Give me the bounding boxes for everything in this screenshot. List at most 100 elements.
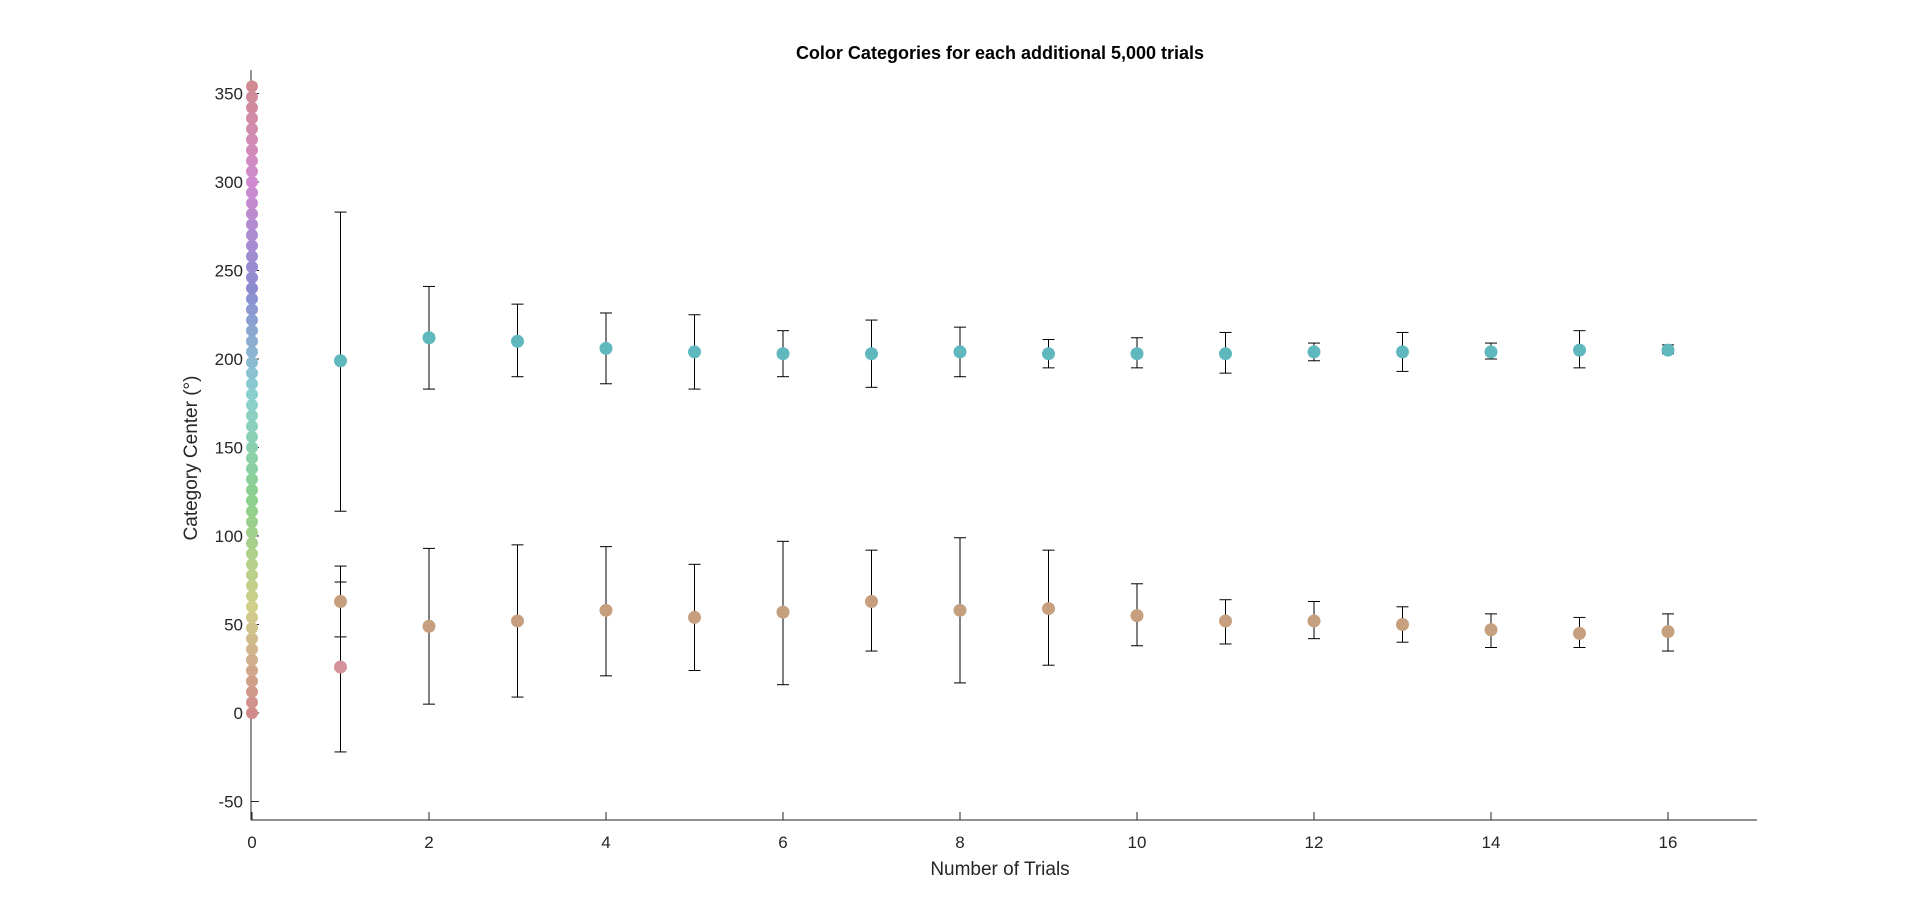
y-tick-label: 300 — [215, 173, 243, 192]
data-point — [1396, 618, 1409, 631]
chart-title: Color Categories for each additional 5,0… — [796, 43, 1204, 63]
hue-point — [246, 632, 258, 645]
hue-reference-points — [246, 80, 258, 719]
hue-point — [246, 165, 258, 178]
y-tick-label: 350 — [215, 85, 243, 104]
hue-point — [246, 91, 258, 104]
data-point — [334, 354, 347, 368]
x-tick-label: 16 — [1659, 833, 1678, 852]
hue-point — [246, 420, 258, 433]
data-point — [1573, 343, 1586, 357]
x-tick-label: 10 — [1128, 833, 1147, 852]
data-point — [688, 610, 701, 624]
hue-point — [246, 176, 258, 188]
hue-point — [246, 462, 258, 475]
data-point — [1661, 343, 1675, 357]
hue-point — [246, 579, 258, 592]
hue-point — [246, 239, 258, 252]
data-point — [1130, 609, 1144, 623]
hue-point — [246, 377, 258, 390]
hue-point — [246, 80, 258, 93]
hue-point — [246, 218, 258, 231]
y-tick-label: 200 — [215, 350, 243, 369]
data-point — [865, 347, 878, 361]
hue-point — [246, 441, 258, 454]
hue-point — [246, 622, 258, 635]
hue-point — [246, 473, 258, 486]
hue-point — [246, 696, 258, 709]
y-axis-label: Category Center (°) — [181, 376, 202, 541]
data-point — [953, 345, 967, 359]
y-tick-label: 100 — [215, 527, 243, 546]
hue-point — [246, 558, 258, 571]
data-point — [1484, 623, 1498, 637]
data-point — [1042, 347, 1055, 361]
data-point — [1484, 345, 1498, 359]
axes: 0 2 4 6 8 10 12 14 16 -50 0 50 100 150 200 250 300 350 — [215, 70, 1757, 852]
hue-point — [246, 399, 258, 412]
hue-point — [246, 303, 258, 316]
hue-point — [246, 186, 258, 199]
data-point — [776, 347, 790, 361]
y-tick-label: 50 — [224, 616, 243, 635]
y-tick-label: 0 — [234, 704, 243, 723]
hue-point — [246, 568, 258, 581]
x-tick-label: 8 — [955, 833, 964, 852]
data-point — [1042, 602, 1055, 616]
hue-point — [246, 144, 258, 157]
x-axis-label: Number of Trials — [930, 859, 1069, 880]
data-point — [1130, 347, 1144, 361]
hue-point — [246, 324, 258, 337]
data-point — [599, 603, 613, 617]
data-point — [599, 341, 613, 355]
hue-point — [246, 664, 258, 677]
hue-point — [246, 207, 258, 220]
hue-point — [246, 122, 258, 135]
hue-point — [246, 643, 258, 656]
hue-point — [246, 345, 258, 358]
data-point — [1307, 614, 1321, 628]
hue-point — [246, 250, 258, 263]
data-point — [776, 605, 790, 619]
hue-point — [246, 611, 258, 624]
x-tick-label: 12 — [1305, 833, 1324, 852]
x-tick-label: 6 — [778, 833, 787, 852]
hue-point — [246, 547, 258, 560]
data-point — [1573, 626, 1586, 640]
hue-point — [246, 112, 258, 125]
hue-point — [246, 600, 258, 613]
x-tick-label: 2 — [424, 833, 433, 852]
data-point — [1219, 614, 1232, 628]
hue-point — [246, 685, 258, 698]
y-tick-label: -50 — [218, 793, 243, 812]
x-tick-label: 4 — [601, 833, 610, 852]
hue-point — [246, 271, 258, 284]
hue-point — [246, 229, 258, 242]
hue-point — [246, 335, 258, 348]
hue-point — [246, 388, 258, 401]
x-tick-label: 0 — [247, 833, 256, 852]
hue-point — [246, 282, 258, 295]
hue-point — [246, 314, 258, 327]
hue-point — [246, 367, 258, 380]
y-tick-label: 250 — [215, 262, 243, 281]
hue-point — [246, 356, 258, 369]
hue-point — [246, 260, 258, 273]
hue-point — [246, 154, 258, 167]
hue-point — [246, 526, 258, 539]
data-point — [334, 660, 347, 674]
data-point — [688, 345, 701, 359]
hue-point — [246, 101, 258, 114]
data-point — [1661, 625, 1675, 639]
data-point — [865, 594, 878, 608]
data-point — [1219, 347, 1232, 361]
data-point — [422, 619, 436, 633]
data-point — [422, 331, 436, 345]
data-points — [334, 331, 1675, 674]
hue-point — [246, 452, 258, 465]
hue-point — [246, 133, 258, 146]
hue-point — [246, 537, 258, 550]
hue-point — [246, 292, 258, 305]
hue-point — [246, 675, 258, 688]
